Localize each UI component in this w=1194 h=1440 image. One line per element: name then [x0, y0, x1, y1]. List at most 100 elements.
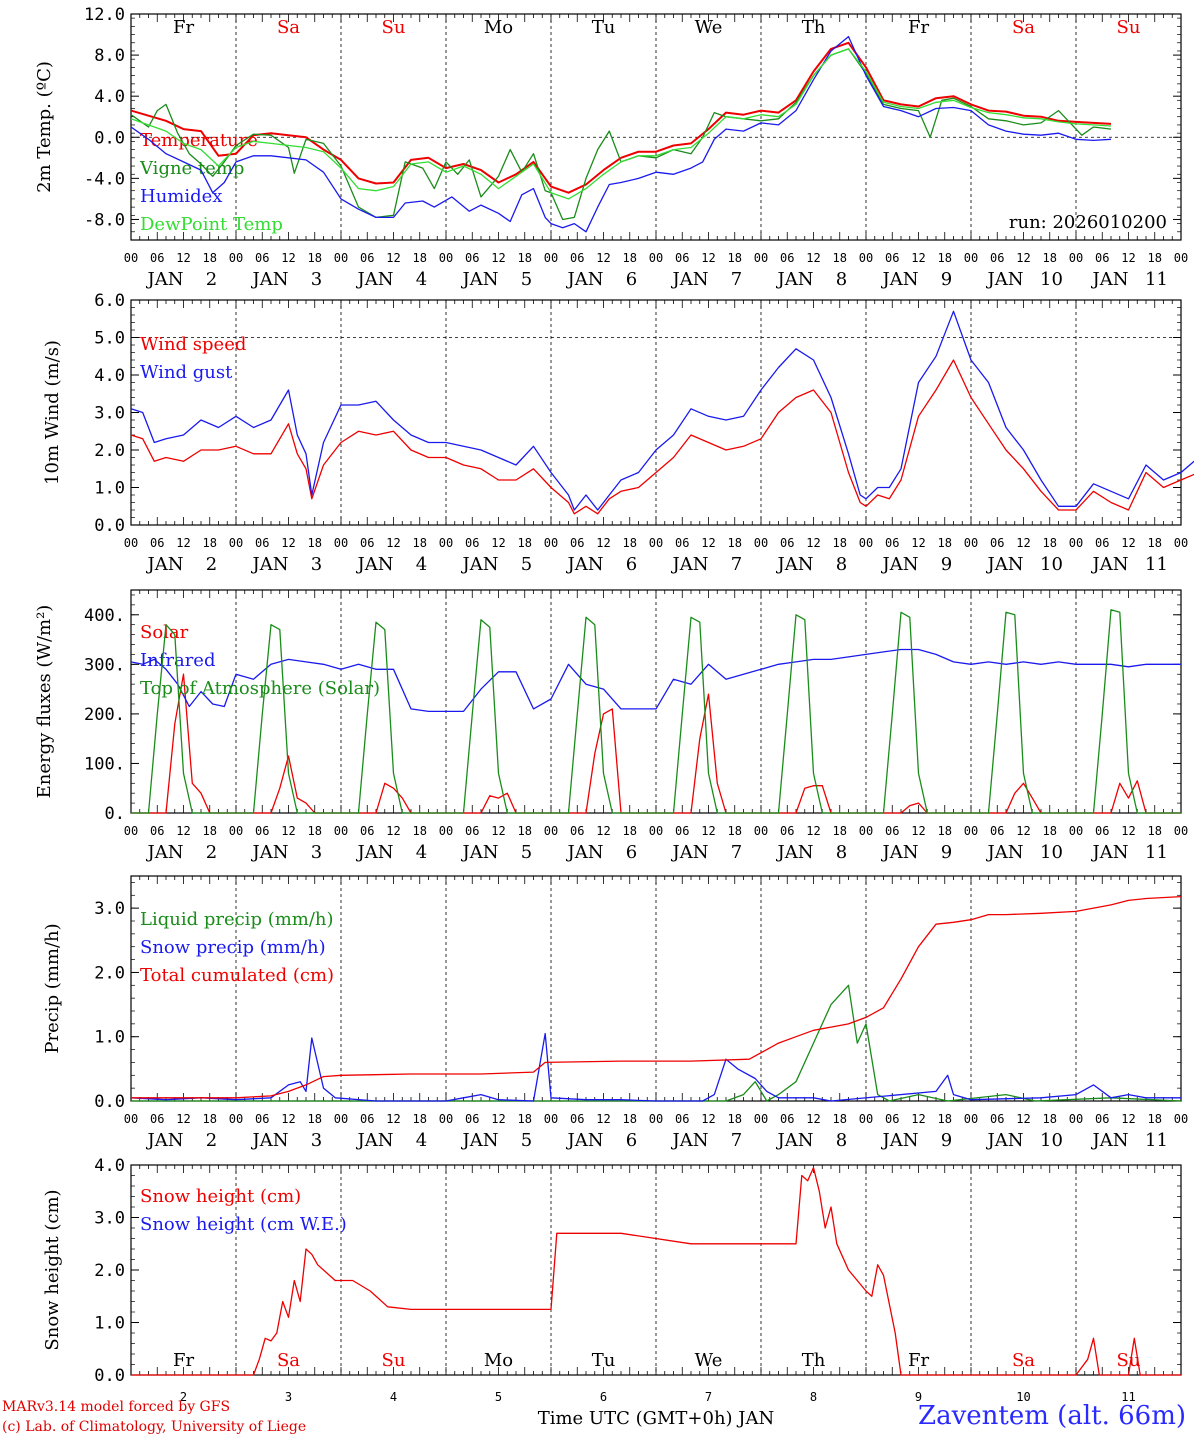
hour-tick-label: 00	[124, 824, 138, 838]
date-label: 2	[206, 1130, 217, 1151]
y-tick-label: 0.0	[94, 1092, 125, 1112]
y-tick-label: 5.0	[94, 329, 125, 349]
date-label: 2	[180, 1390, 187, 1404]
hour-tick-label: 06	[780, 536, 794, 550]
hour-tick-label: 12	[911, 251, 925, 265]
date-label: 9	[941, 1130, 952, 1151]
y-tick-label: 6.0	[94, 291, 125, 311]
hour-tick-label: 18	[203, 536, 217, 550]
day-name-label: Fr	[908, 1350, 929, 1371]
date-label: 6	[600, 1390, 607, 1404]
y-tick-label: 3.0	[94, 899, 125, 919]
date-label: 10	[1040, 1130, 1063, 1151]
month-label: JAN	[146, 842, 184, 863]
month-label: JAN	[461, 554, 499, 575]
hour-tick-label: 00	[334, 824, 348, 838]
hour-tick-label: 18	[833, 536, 847, 550]
date-label: 4	[416, 269, 427, 290]
hour-tick-label: 12	[176, 536, 190, 550]
hour-tick-label: 00	[439, 251, 453, 265]
hour-tick-label: 18	[833, 251, 847, 265]
y-tick-label: 100.	[84, 754, 125, 774]
hour-tick-label: 06	[885, 1112, 899, 1126]
series-line-snow-height-cm	[131, 1166, 1181, 1376]
hour-tick-label: 00	[334, 1112, 348, 1126]
y-axis-label: 2m Temp. (ºC)	[34, 61, 55, 193]
series-line-wind-gust	[130, 310, 1194, 511]
plot-frame	[130, 589, 1182, 814]
hour-tick-label: 06	[570, 251, 584, 265]
hour-tick-label: 06	[150, 824, 164, 838]
legend-entry: Solar	[140, 622, 189, 643]
day-name-label: Th	[802, 1350, 826, 1371]
hour-tick-label: 06	[1095, 536, 1109, 550]
date-label: 10	[1040, 842, 1063, 863]
hour-tick-label: 06	[465, 824, 479, 838]
hour-tick-label: 12	[701, 536, 715, 550]
panel-3: 0. 100. 200. 300. 400. Energy fluxes (W/m²) 00…	[34, 589, 1188, 863]
date-label: 6	[626, 1130, 637, 1151]
hour-tick-label: 18	[1148, 536, 1162, 550]
hour-tick-label: 06	[1095, 1112, 1109, 1126]
month-label: JAN	[566, 554, 604, 575]
date-label: 10	[1040, 554, 1063, 575]
date-label: 11	[1145, 842, 1168, 863]
date-label: 2	[206, 269, 217, 290]
y-tick-label: 0.	[105, 804, 125, 824]
plot-frame	[130, 299, 1182, 526]
hour-tick-label: 18	[938, 251, 952, 265]
y-tick-label: 4.0	[94, 366, 125, 386]
y-tick-label: 2.0	[94, 963, 125, 983]
y-tick-label: 3.0	[94, 404, 125, 424]
hour-tick-label: 00	[229, 1112, 243, 1126]
date-label: 8	[836, 1130, 847, 1151]
hour-tick-label: 00	[859, 536, 873, 550]
hour-tick-label: 12	[911, 1112, 925, 1126]
hour-tick-label: 18	[1148, 824, 1162, 838]
date-label: 3	[311, 269, 322, 290]
hour-tick-label: 00	[859, 824, 873, 838]
station-name: Zaventem (alt. 66m)	[918, 1401, 1186, 1431]
month-label: JAN	[356, 842, 394, 863]
hour-tick-label: 12	[281, 251, 295, 265]
date-label: 2	[206, 842, 217, 863]
hour-tick-label: 00	[544, 536, 558, 550]
hour-tick-label: 18	[623, 251, 637, 265]
month-label: JAN	[881, 554, 919, 575]
y-axis-label: Energy fluxes (W/m²)	[34, 605, 55, 799]
hour-tick-label: 06	[885, 536, 899, 550]
hour-tick-label: 00	[964, 1112, 978, 1126]
date-label: 4	[416, 842, 427, 863]
hour-tick-label: 12	[491, 824, 505, 838]
hour-tick-label: 12	[386, 536, 400, 550]
y-tick-label: 1.0	[94, 1028, 125, 1048]
hour-tick-label: 18	[728, 1112, 742, 1126]
hour-tick-label: 18	[413, 536, 427, 550]
month-label: JAN	[566, 842, 604, 863]
day-name-label: Sa	[277, 17, 300, 38]
hour-tick-label: 00	[649, 536, 663, 550]
hour-tick-label: 12	[491, 251, 505, 265]
hour-tick-label: 00	[964, 251, 978, 265]
hour-tick-label: 12	[806, 1112, 820, 1126]
hour-tick-label: 12	[596, 536, 610, 550]
hour-tick-label: 00	[964, 824, 978, 838]
date-label: 5	[521, 554, 532, 575]
month-label: JAN	[356, 1130, 394, 1151]
date-label: 3	[311, 554, 322, 575]
series-line-humidex	[130, 35, 1112, 233]
date-label: 7	[731, 269, 742, 290]
legend-entry: Wind speed	[140, 334, 246, 355]
y-tick-label: 400.	[84, 606, 125, 626]
hour-tick-label: 00	[859, 1112, 873, 1126]
day-name-label: Sa	[1012, 17, 1035, 38]
day-name-label: Fr	[908, 17, 929, 38]
y-axis-label: Snow height (cm)	[42, 1189, 63, 1350]
y-tick-label: 300.	[84, 655, 125, 675]
hour-tick-label: 12	[1016, 824, 1030, 838]
month-label: JAN	[146, 1130, 184, 1151]
legend-entry: Top of Atmosphere (Solar)	[140, 678, 380, 699]
hour-tick-label: 12	[1121, 536, 1135, 550]
legend-entry: Humidex	[140, 186, 222, 207]
series-line-dewpoint-temp	[130, 48, 1112, 200]
